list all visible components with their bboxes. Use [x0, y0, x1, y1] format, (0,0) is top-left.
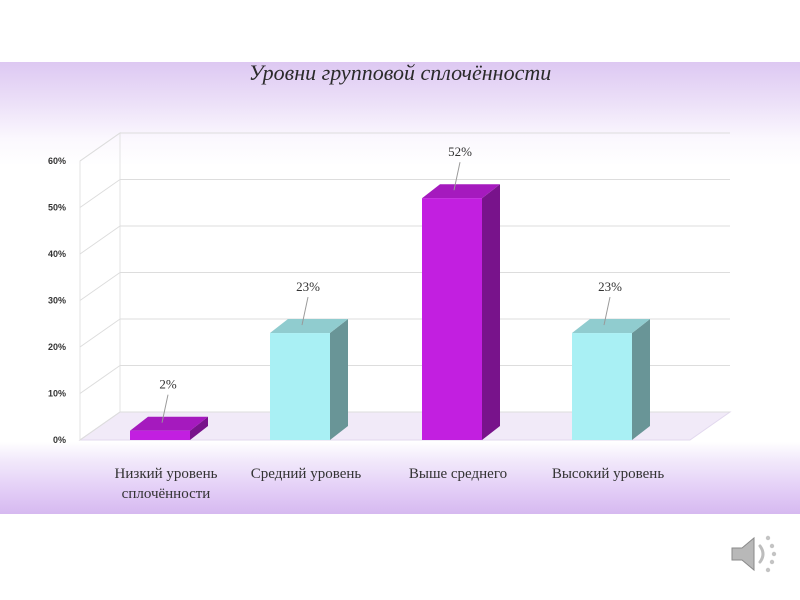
data-label-leader: [161, 394, 169, 423]
x-category-label-line: Выше среднего: [409, 466, 507, 482]
gridline-depth: [79, 272, 121, 301]
bar-top: [572, 319, 650, 334]
gridline-depth: [79, 225, 121, 255]
x-category-label: Выше среднего: [409, 466, 507, 482]
y-tick-label: 60%: [48, 156, 66, 166]
bar-side: [330, 319, 348, 440]
x-category-label: Средний уровень: [251, 466, 362, 482]
data-label: 23%: [296, 279, 320, 294]
gridline-depth: [79, 179, 121, 208]
x-category-label-line: Низкий уровень: [115, 466, 218, 482]
data-label: 52%: [448, 144, 472, 159]
y-tick-label: 30%: [48, 296, 66, 306]
x-category-label-line: Высокий уровень: [552, 466, 665, 482]
x-category-label-line: сплочённости: [122, 486, 211, 502]
bar-front: [422, 198, 482, 440]
bar: [270, 319, 348, 440]
y-tick-label: 20%: [48, 342, 66, 352]
bar-top: [270, 319, 348, 334]
speaker-icon[interactable]: [724, 526, 780, 582]
y-tick-label: 0%: [53, 435, 66, 445]
bar-front: [130, 430, 190, 440]
bar-front: [270, 333, 330, 440]
bar-top: [130, 416, 208, 431]
bar: [130, 416, 208, 440]
y-tick-label: 50%: [48, 203, 66, 213]
bar-side: [190, 416, 208, 440]
bar-top: [422, 184, 500, 199]
y-tick-label: 40%: [48, 249, 66, 259]
gridline-depth: [79, 132, 121, 162]
y-tick-label: 10%: [48, 389, 66, 399]
x-category-label: Низкий уровень сплочённости: [115, 466, 218, 502]
chart-title: Уровни групповой сплочённости: [248, 60, 552, 85]
data-label-leader: [603, 296, 611, 326]
x-category-label-line: Средний уровень: [251, 466, 362, 482]
bar: [572, 319, 650, 440]
bar-side: [632, 319, 650, 440]
x-category-label: Высокий уровень: [552, 466, 665, 482]
data-label-leader: [301, 296, 309, 326]
data-label: 23%: [598, 279, 622, 294]
bar-front: [572, 333, 632, 440]
bar-side: [482, 184, 500, 440]
bar: [422, 184, 500, 440]
gridline-depth: [79, 318, 121, 348]
data-label-leader: [453, 162, 461, 191]
gridline-depth: [79, 365, 121, 394]
data-label: 2%: [159, 377, 177, 392]
gridline-depth: [79, 411, 121, 441]
